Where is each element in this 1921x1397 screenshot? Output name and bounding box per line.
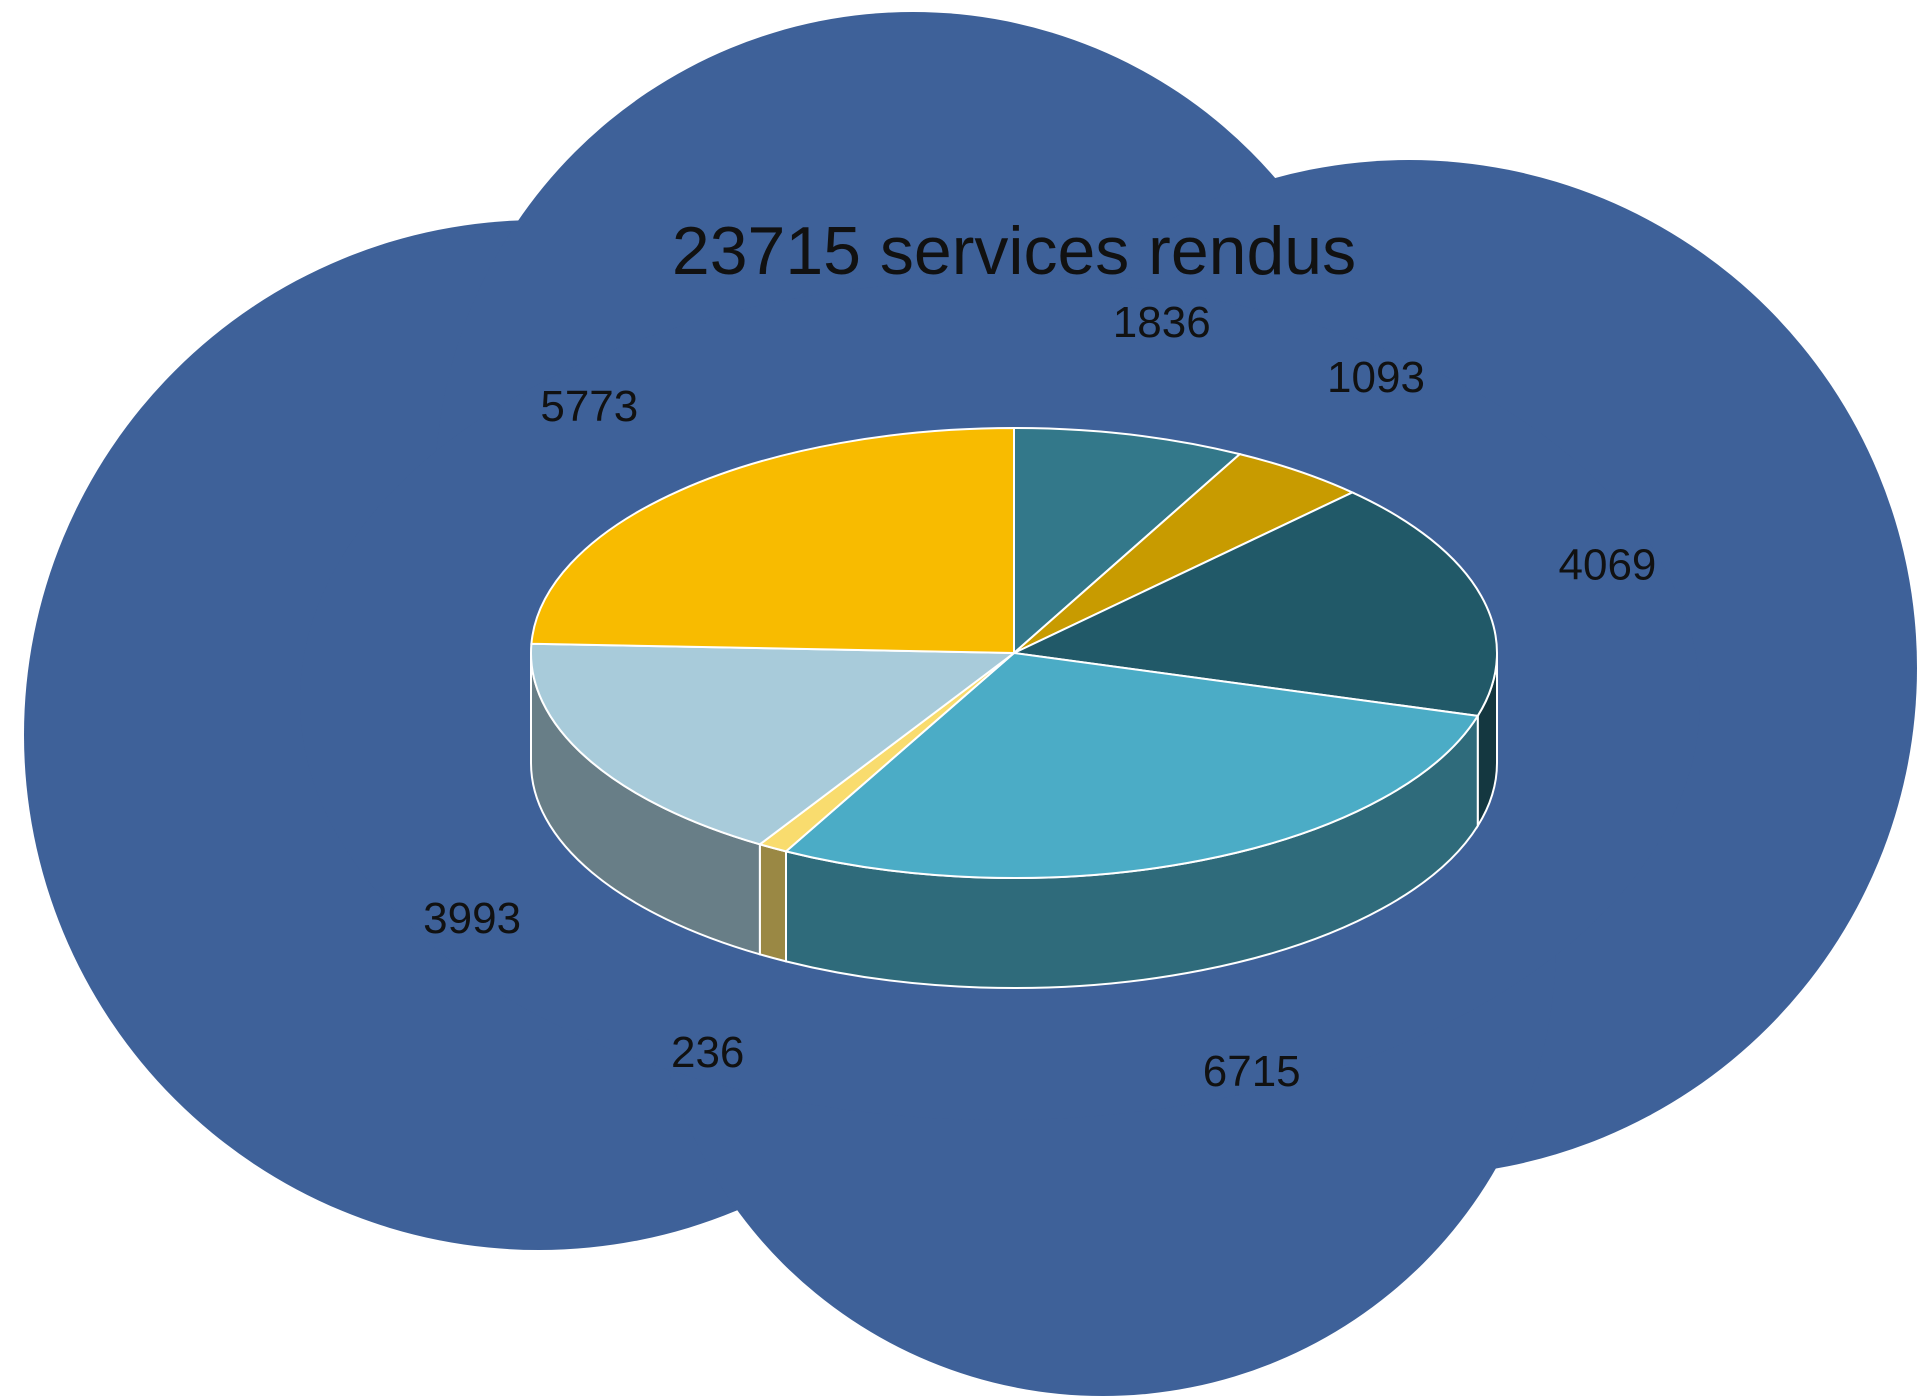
data-label: 5773 bbox=[540, 382, 638, 431]
data-label: 1093 bbox=[1327, 353, 1425, 402]
slice bbox=[530, 426, 1015, 655]
slice-side bbox=[758, 843, 788, 963]
slice bbox=[783, 651, 1480, 880]
data-label: 4069 bbox=[1559, 540, 1657, 589]
slice bbox=[530, 642, 1017, 846]
data-label: 3993 bbox=[423, 894, 521, 943]
chart-title: 23715 services rendus bbox=[672, 213, 1356, 289]
slice bbox=[1013, 426, 1242, 656]
data-label: 6715 bbox=[1203, 1047, 1301, 1096]
slice bbox=[1010, 491, 1498, 717]
pie bbox=[530, 426, 1498, 990]
data-label: 236 bbox=[671, 1028, 744, 1077]
data-label: 1836 bbox=[1113, 298, 1211, 347]
